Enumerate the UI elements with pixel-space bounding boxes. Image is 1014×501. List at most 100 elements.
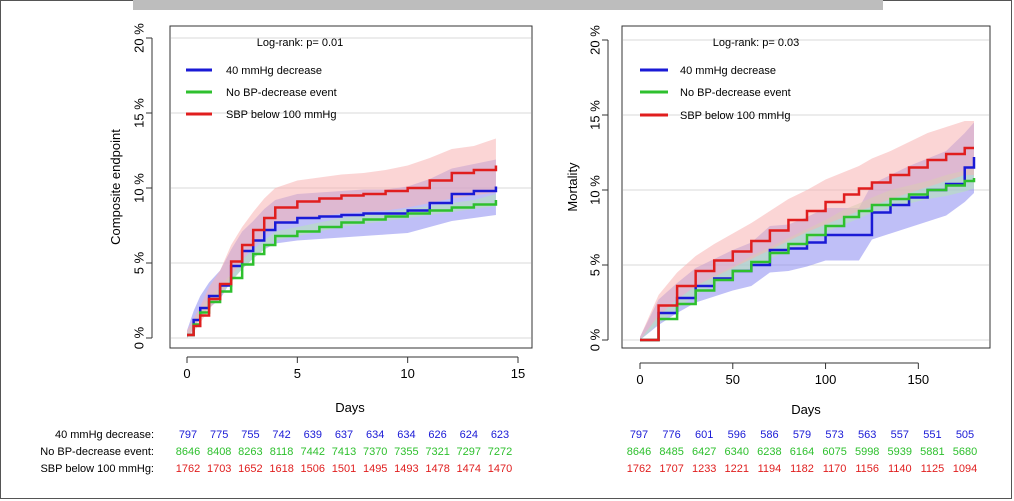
risk-value: 637 (335, 429, 353, 441)
risk-value: 601 (695, 429, 713, 441)
risk-row-label: SBP below 100 mmHg: (40, 463, 154, 475)
risk-value: 8118 (270, 446, 294, 458)
x-tick-label: 10 (400, 366, 414, 381)
risk-value: 7297 (457, 446, 481, 458)
x-tick-label: 0 (183, 366, 190, 381)
risk-value: 8408 (207, 446, 231, 458)
risk-value: 776 (662, 429, 680, 441)
risk-value: 6075 (822, 446, 846, 458)
risk-value: 7370 (363, 446, 387, 458)
series-line (187, 200, 498, 337)
risk-value: 7272 (488, 446, 512, 458)
risk-value: 6238 (757, 446, 781, 458)
risk-value: 5680 (953, 446, 977, 458)
risk-value: 5881 (920, 446, 944, 458)
risk-value: 573 (825, 429, 843, 441)
risk-value: 1506 (301, 463, 325, 475)
risk-value: 551 (923, 429, 941, 441)
risk-value: 7413 (332, 446, 356, 458)
risk-value: 1470 (488, 463, 512, 475)
risk-value: 557 (891, 429, 909, 441)
confidence-band (187, 138, 496, 338)
risk-value: 1762 (627, 463, 651, 475)
top-gray-bar (133, 0, 883, 10)
risk-value: 1703 (207, 463, 231, 475)
risk-value: 623 (491, 429, 509, 441)
risk-value: 5998 (855, 446, 879, 458)
legend-label: 40 mmHg decrease (680, 65, 776, 77)
series-line (187, 165, 498, 337)
risk-value: 797 (179, 429, 197, 441)
risk-value: 1194 (758, 463, 782, 475)
risk-value: 1707 (659, 463, 683, 475)
legend-label: No BP-decrease event (680, 87, 791, 99)
y-tick-label: 20 % (587, 25, 602, 55)
risk-value: 1478 (425, 463, 449, 475)
risk-value: 8263 (238, 446, 262, 458)
risk-value: 563 (858, 429, 876, 441)
y-axis-label-right: Mortality (565, 162, 580, 212)
risk-value: 797 (630, 429, 648, 441)
legend-label: SBP below 100 mmHg (680, 110, 790, 122)
series-line (640, 178, 976, 342)
mortality-panel: 0 % 5 % 10 % 15 % 20 % 0 50 100 150 Mortality D… (565, 25, 991, 417)
risk-value: 1125 (921, 463, 945, 475)
risk-value: 8485 (659, 446, 683, 458)
risk-value: 1233 (692, 463, 716, 475)
risk-value: 1474 (457, 463, 481, 475)
y-tick-label: 0 % (587, 328, 602, 351)
y-tick-label: 5 % (587, 253, 602, 276)
risk-value: 586 (760, 429, 778, 441)
x-tick-label: 100 (815, 372, 837, 387)
plot-frame-right (621, 25, 991, 349)
y-tick-label: 10 % (131, 173, 146, 203)
risk-value: 6164 (790, 446, 814, 458)
risk-value: 1140 (888, 463, 912, 475)
risk-value: 579 (793, 429, 811, 441)
risk-value: 1495 (363, 463, 387, 475)
risk-value: 1652 (238, 463, 262, 475)
risk-value: 755 (241, 429, 259, 441)
risk-value: 7442 (301, 446, 325, 458)
legend-label: No BP-decrease event (226, 87, 337, 99)
legend-label: 40 mmHg decrease (226, 65, 322, 77)
logrank-annotation-left: Log-rank: p= 0.01 (257, 37, 344, 49)
risk-value: 6340 (725, 446, 749, 458)
legend-right: 40 mmHg decrease No BP-decrease event SB… (640, 65, 791, 122)
x-tick-label: 5 (294, 366, 301, 381)
risk-value: 1094 (953, 463, 977, 475)
composite-endpoint-panel: 0 % 5 % 10 % 15 % 20 % 0 5 10 15 Composite endp… (108, 23, 533, 415)
x-tick-label: 0 (636, 372, 643, 387)
risk-value: 1170 (823, 463, 847, 475)
number-at-risk-table: 40 mmHg decrease: No BP-decrease event: … (40, 429, 977, 475)
series-line (640, 146, 974, 342)
confidence-band (640, 121, 974, 340)
y-tick-label: 15 % (587, 100, 602, 130)
risk-row-label: No BP-decrease event: (40, 446, 154, 458)
risk-value: 624 (460, 429, 478, 441)
series-line (187, 186, 498, 337)
risk-value: 1618 (269, 463, 293, 475)
plot-frame-left (169, 25, 533, 349)
x-tick-label: 15 (511, 366, 525, 381)
risk-value: 639 (304, 429, 322, 441)
risk-value: 8646 (627, 446, 651, 458)
y-tick-label: 15 % (131, 98, 146, 128)
x-axis-label-right: Days (791, 402, 821, 417)
risk-value: 1221 (725, 463, 749, 475)
risk-value: 1156 (855, 463, 879, 475)
legend-left: 40 mmHg decrease No BP-decrease event SB… (186, 65, 337, 121)
legend-label: SBP below 100 mmHg (226, 109, 336, 121)
risk-value: 8646 (176, 446, 200, 458)
risk-value: 5939 (888, 446, 912, 458)
risk-value: 7355 (394, 446, 418, 458)
risk-value: 505 (956, 429, 974, 441)
risk-value: 742 (272, 429, 290, 441)
x-tick-label: 150 (907, 372, 929, 387)
y-tick-label: 10 % (587, 175, 602, 205)
risk-value: 634 (397, 429, 415, 441)
y-tick-label: 20 % (131, 23, 146, 53)
y-tick-label: 5 % (131, 251, 146, 274)
risk-value: 596 (728, 429, 746, 441)
